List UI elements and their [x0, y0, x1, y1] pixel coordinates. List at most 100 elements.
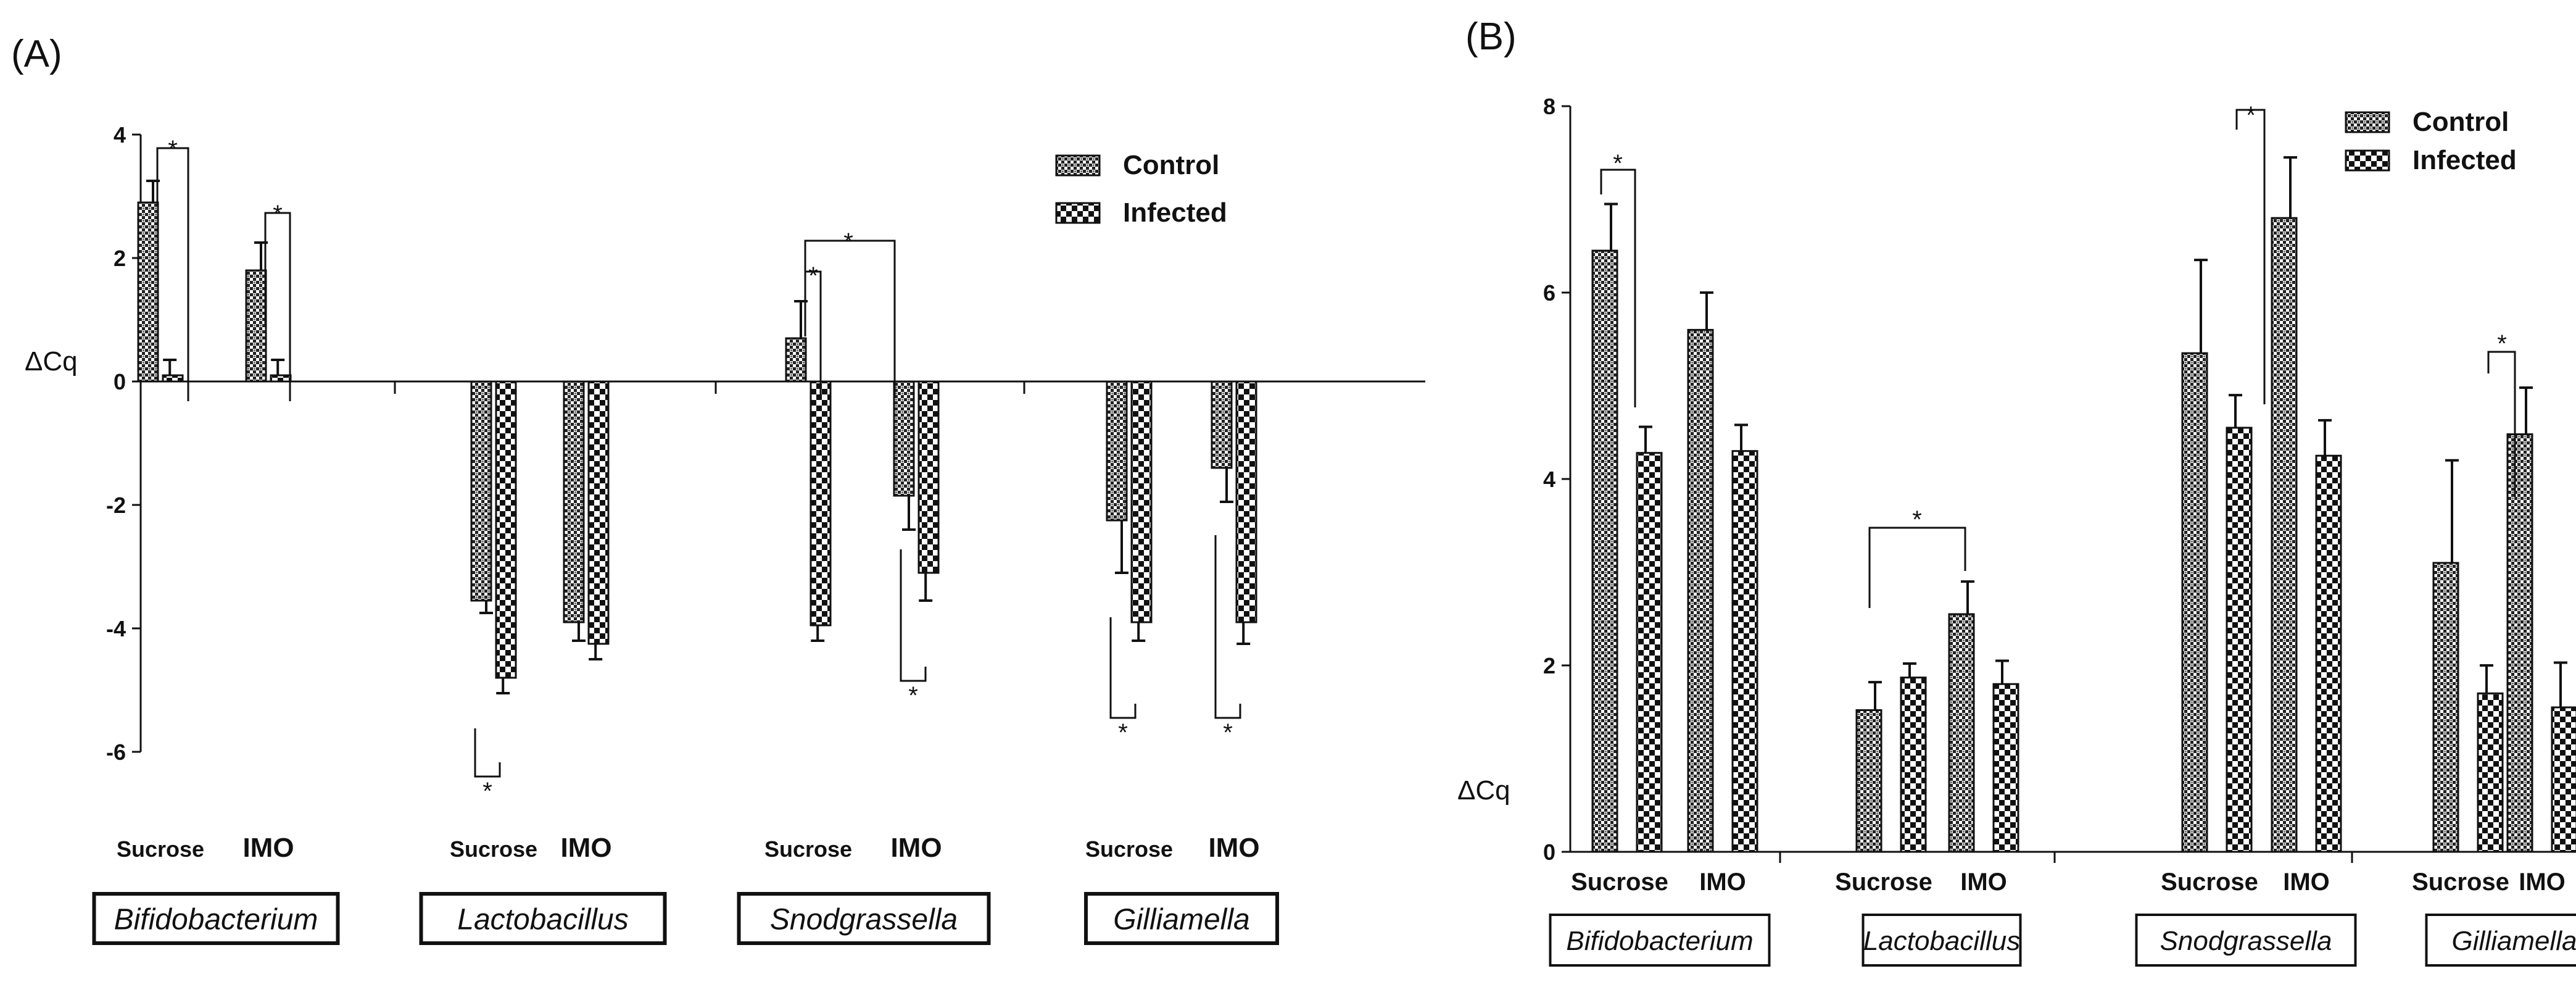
bar-control	[785, 337, 807, 383]
significance-bracket	[1600, 169, 1636, 407]
significance-bracket	[804, 240, 896, 398]
y-axis-label: ΔCq	[1457, 775, 1510, 806]
genus-label: Gilliamella	[1113, 903, 1249, 936]
panel-b: (B) 8 6 4 2 0 ΔCq Sucrose IMO Bifidobacterium Sucr…	[1457, 15, 2576, 967]
significance-bracket	[156, 147, 189, 401]
diet-label: IMO	[560, 833, 611, 863]
bar-infected	[270, 374, 292, 383]
bar-control	[137, 201, 159, 383]
diet-label: Sucrose	[1571, 868, 1668, 896]
diet-label: Sucrose	[450, 836, 537, 862]
bar-control	[2271, 217, 2298, 853]
diet-label: IMO	[2519, 868, 2566, 896]
bar-infected	[2477, 692, 2504, 853]
y-tick-label: -4	[106, 616, 126, 641]
genus-label: Bifidobacterium	[114, 903, 318, 936]
bar-infected	[1731, 450, 1758, 853]
panel-a: (A) 4 2 0 -2 -4 -6 ΔCq Sucrose IMO Bifidobacterium…	[11, 33, 1425, 945]
diet-label: IMO	[2283, 868, 2330, 896]
genus-box	[419, 892, 667, 945]
significance-bracket-star: *	[1223, 719, 1233, 746]
y-tick-label: 0	[114, 369, 126, 394]
genus-label: Bifidobacterium	[1566, 926, 1753, 956]
y-tick-label: 2	[114, 246, 126, 271]
bar-infected	[1900, 677, 1927, 853]
significance-bracket-star: *	[843, 228, 853, 256]
significance-bracket	[1214, 535, 1241, 719]
significance-bracket-star: *	[1613, 150, 1623, 177]
legend-label: Infected	[2412, 145, 2517, 175]
significance-bracket-star: *	[273, 201, 283, 228]
bar-infected	[2226, 427, 2253, 853]
significance-bracket	[2235, 109, 2266, 404]
bar-infected	[587, 380, 610, 645]
significance-bracket	[804, 270, 822, 398]
diet-label: IMO	[1960, 868, 2007, 896]
legend-swatch-infected	[1055, 202, 1101, 224]
bar-control	[1855, 709, 1882, 853]
y-tick-label: 4	[1543, 467, 1555, 492]
genus-box	[1549, 914, 1771, 967]
genus-label: Snodgrassella	[770, 903, 958, 936]
bar-infected	[495, 380, 517, 679]
bar-control	[470, 380, 492, 602]
significance-bracket-star: *	[2497, 330, 2507, 357]
bar-infected	[1235, 380, 1257, 623]
y-tick-label: 6	[1543, 280, 1555, 306]
diet-label: Sucrose	[1085, 836, 1173, 862]
legend-swatch-infected	[2345, 149, 2390, 172]
bar-control	[1687, 328, 1714, 853]
diet-label: IMO	[242, 833, 294, 863]
bar-infected	[162, 374, 184, 383]
bar-control	[563, 380, 585, 623]
bar-infected	[2315, 454, 2342, 853]
bar-control	[2181, 352, 2208, 853]
genus-label: Lactobacillus	[457, 903, 629, 936]
genus-label: Gilliamella	[2452, 926, 2576, 956]
significance-bracket-star: *	[808, 262, 818, 289]
diet-label: Sucrose	[1835, 868, 1932, 896]
significance-bracket	[264, 212, 291, 401]
diet-label: Sucrose	[117, 836, 204, 862]
legend-label: Infected	[1123, 198, 1227, 228]
bar-control	[1211, 380, 1233, 469]
significance-bracket-star: *	[1118, 719, 1128, 746]
genus-box	[2135, 914, 2357, 967]
y-tick-label: 8	[1543, 94, 1555, 119]
bar-control	[1948, 613, 1975, 853]
genus-label: Snodgrassella	[2160, 926, 2332, 956]
diet-label: IMO	[1699, 868, 1746, 896]
genus-box	[737, 892, 991, 945]
diet-label: IMO	[890, 833, 942, 863]
significance-bracket-star: *	[908, 682, 918, 709]
genus-box	[2425, 914, 2576, 967]
genus-box	[92, 892, 340, 945]
y-tick-label: 0	[1543, 839, 1555, 865]
significance-bracket-star: *	[482, 778, 492, 805]
bar-infected	[1130, 380, 1153, 623]
panel-label: (B)	[1465, 15, 1517, 58]
significance-bracket	[1109, 617, 1137, 719]
y-tick-label: 4	[114, 122, 126, 148]
bar-infected	[1992, 683, 2019, 853]
y-axis-label: ΔCq	[25, 346, 78, 377]
significance-bracket-star: *	[168, 136, 178, 163]
bar-infected	[1636, 452, 1663, 853]
genus-box	[1084, 892, 1279, 945]
bar-control	[1106, 380, 1128, 522]
diet-label: Sucrose	[764, 836, 852, 862]
genus-box	[1862, 914, 2022, 967]
genus-label: Lactobacillus	[1863, 926, 2020, 956]
diet-label: IMO	[1208, 833, 1259, 863]
significance-bracket	[1868, 527, 1966, 608]
significance-bracket-star: *	[2246, 102, 2256, 129]
bar-control	[893, 380, 915, 497]
significance-bracket-star: *	[1912, 506, 1922, 533]
significance-bracket	[2487, 351, 2516, 497]
bar-control	[2506, 433, 2533, 853]
bar-control	[2432, 562, 2459, 853]
y-tick-label: -6	[106, 739, 126, 765]
diet-label: Sucrose	[2412, 868, 2509, 896]
bar-infected	[810, 380, 832, 627]
